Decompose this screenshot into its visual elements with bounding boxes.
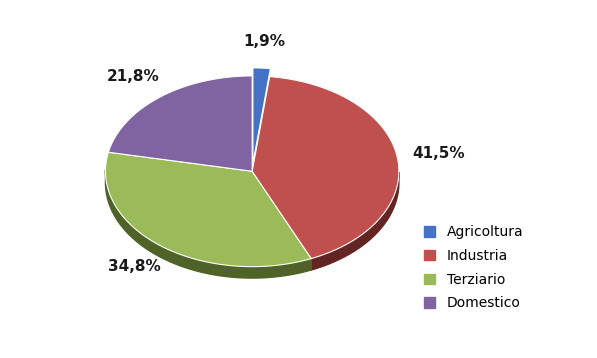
Legend: Agricoltura, Industria, Terziario, Domestico: Agricoltura, Industria, Terziario, Domes… [424, 225, 523, 310]
Text: 1,9%: 1,9% [243, 34, 285, 48]
Polygon shape [252, 77, 399, 258]
Polygon shape [252, 171, 311, 270]
Text: 34,8%: 34,8% [107, 259, 160, 274]
Polygon shape [106, 152, 311, 267]
Text: 21,8%: 21,8% [107, 69, 159, 84]
Polygon shape [106, 170, 311, 278]
Text: 41,5%: 41,5% [412, 146, 465, 161]
Polygon shape [252, 171, 311, 270]
Polygon shape [311, 172, 399, 270]
Polygon shape [109, 76, 252, 171]
Polygon shape [253, 68, 270, 163]
